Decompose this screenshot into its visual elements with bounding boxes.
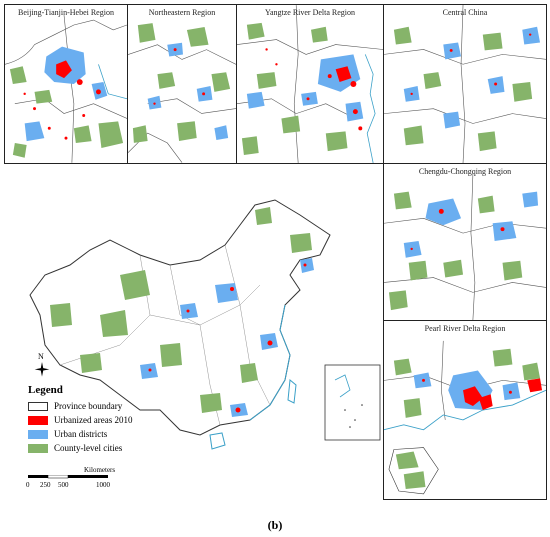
legend-swatch-urbanized <box>28 415 48 425</box>
legend-label-urban-districts: Urban districts <box>54 429 108 439</box>
legend-label-province: Province boundary <box>54 401 123 411</box>
panel-title-yrd: Yangtze River Delta Region <box>264 8 356 17</box>
figure-caption: (b) <box>267 518 283 532</box>
taiwan <box>287 379 297 404</box>
ne-map <box>128 23 236 163</box>
panel-beijing-tianjin-hebei: Beijing-Tianjin-Hebei Region <box>4 4 128 164</box>
compass-icon <box>34 362 50 377</box>
china-map <box>29 199 381 450</box>
yrd-map <box>237 5 383 163</box>
scale-unit: Kilometers <box>84 466 116 474</box>
legend-item-urban-districts: Urban districts <box>28 427 178 441</box>
legend-item-county: County-level cities <box>28 441 178 455</box>
panel-title-cc: Central China <box>442 8 488 17</box>
cc-map <box>384 5 546 163</box>
scale-tick-250: 250 <box>40 481 51 489</box>
panel-title-ne: Northeastern Region <box>148 8 216 17</box>
panel-title-ccg: Chengdu-Chongqing Region <box>418 167 512 176</box>
panel-central-china: Central China <box>383 4 547 164</box>
panel-yangtze-river-delta: Yangtze River Delta Region <box>236 4 384 164</box>
legend-label-urbanized: Urbanized areas 2010 <box>54 415 133 425</box>
legend-title: Legend <box>28 384 63 396</box>
hainan <box>209 432 226 450</box>
legend-swatch-province <box>28 401 48 411</box>
prd-map <box>384 340 546 495</box>
scale-tick-500: 500 <box>58 481 69 489</box>
scale-bar-graphic <box>28 475 108 479</box>
north-arrow: N <box>32 352 52 384</box>
scale-tick-0: 0 <box>26 481 30 489</box>
panel-title-bth: Beijing-Tianjin-Hebei Region <box>18 8 114 17</box>
panel-northeastern: Northeastern Region <box>127 4 237 164</box>
scale-bar: Kilometers 0 250 500 1000 <box>26 466 138 489</box>
ccg-map <box>384 173 546 320</box>
legend-item-province: Province boundary <box>28 399 178 413</box>
legend-swatch-county <box>28 443 48 453</box>
bth-map <box>5 15 127 163</box>
legend: Legend Province boundary Urbanized areas… <box>28 384 178 455</box>
scale-tick-1000: 1000 <box>96 481 110 489</box>
legend-item-urbanized: Urbanized areas 2010 <box>28 413 178 427</box>
legend-label-county: County-level cities <box>54 443 123 453</box>
panel-pearl-river-delta: Pearl River Delta Region <box>383 320 547 500</box>
south-sea-inset <box>324 364 381 441</box>
coastline <box>249 304 291 421</box>
legend-swatch-urban-districts <box>28 429 48 439</box>
north-label: N <box>38 352 44 361</box>
panel-title-prd: Pearl River Delta Region <box>424 324 506 333</box>
panel-chengdu-chongqing: Chengdu-Chongqing Region <box>383 163 547 321</box>
